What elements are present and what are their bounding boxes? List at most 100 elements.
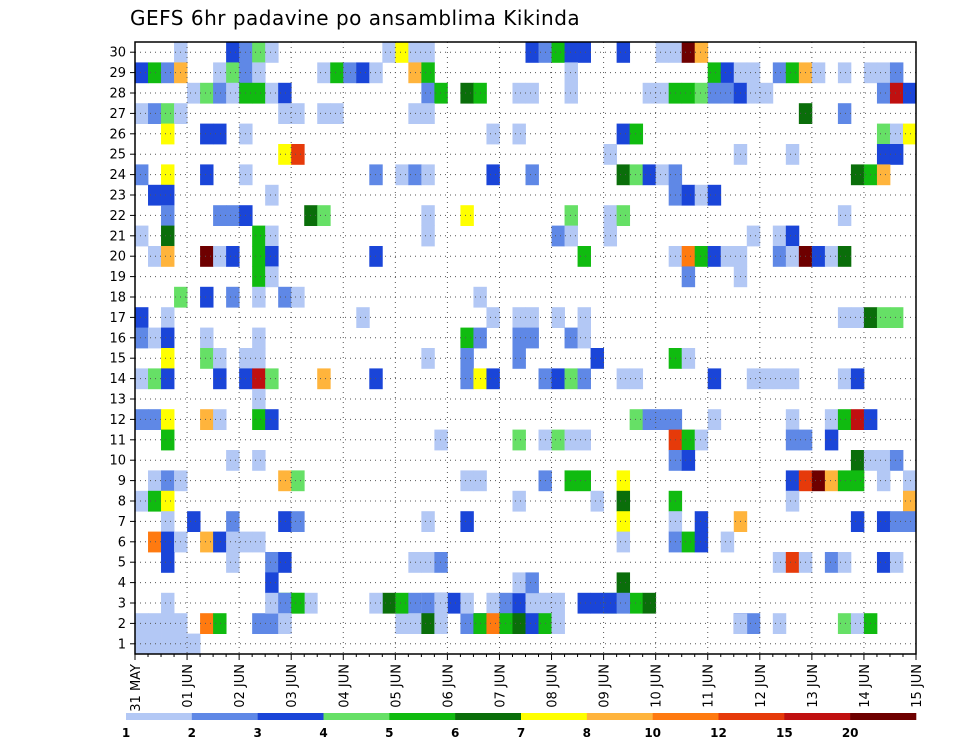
- heatmap-cell: [148, 327, 162, 349]
- y-tick-label: 1: [118, 637, 126, 652]
- heatmap-cell: [512, 490, 526, 512]
- heatmap-cell: [161, 246, 175, 267]
- colorbar-swatch: [389, 713, 456, 720]
- heatmap-cell: [707, 368, 722, 390]
- heatmap-cell: [148, 184, 162, 206]
- heatmap-cell: [421, 348, 435, 369]
- heatmap-cell: [486, 123, 500, 145]
- heatmap-cell: [356, 62, 370, 84]
- heatmap-cell: [291, 103, 305, 124]
- heatmap-cell: [278, 613, 292, 634]
- heatmap-cell: [148, 409, 162, 430]
- heatmap-cell: [265, 409, 279, 430]
- heatmap-cell: [421, 511, 435, 532]
- y-tick-label: 16: [109, 331, 126, 346]
- heatmap-cell: [525, 42, 539, 63]
- heatmap-cell: [512, 572, 526, 594]
- heatmap-cell: [486, 368, 500, 390]
- heatmap-cell: [512, 327, 526, 349]
- heatmap-cell: [265, 613, 279, 634]
- heatmap-cell: [642, 164, 657, 186]
- heatmap-cell: [785, 246, 800, 267]
- heatmap-cell: [811, 246, 826, 267]
- heatmap-cell: [226, 531, 240, 553]
- heatmap-cell: [421, 613, 435, 634]
- heatmap-cell: [135, 164, 149, 186]
- heatmap-cell: [837, 205, 852, 226]
- heatmap-cell: [629, 123, 644, 145]
- heatmap-cell: [135, 327, 149, 349]
- heatmap-cell: [681, 184, 696, 206]
- chart-title: GEFS 6hr padavine po ansamblima Kikinda: [130, 6, 581, 30]
- heatmap-cell: [694, 531, 709, 553]
- heatmap-cell: [161, 511, 175, 532]
- heatmap-cell: [837, 470, 852, 492]
- y-tick-label: 11: [109, 433, 126, 448]
- heatmap-cell: [226, 246, 240, 267]
- heatmap-cell: [291, 470, 305, 492]
- heatmap-cell: [642, 592, 657, 614]
- heatmap-cell: [616, 368, 631, 390]
- heatmap-cell: [681, 246, 696, 267]
- y-tick-label: 6: [118, 535, 126, 550]
- heatmap-cell: [161, 592, 175, 614]
- heatmap-cell: [577, 42, 591, 63]
- heatmap-cell: [902, 511, 917, 532]
- x-tick-label: 12 JUN: [754, 664, 769, 708]
- heatmap-cell: [161, 429, 175, 451]
- heatmap-cell: [369, 62, 383, 84]
- heatmap-cell: [746, 225, 761, 247]
- heatmap-cell: [850, 511, 865, 532]
- heatmap-cell: [278, 144, 292, 165]
- heatmap-cell: [421, 225, 435, 247]
- colorbar-label: 4: [319, 726, 327, 740]
- heatmap-cell: [564, 429, 578, 451]
- heatmap-cell: [460, 348, 474, 369]
- heatmap-cell: [772, 613, 787, 634]
- heatmap-cell: [226, 511, 240, 532]
- heatmap-cell: [785, 490, 800, 512]
- heatmap-cell: [421, 82, 435, 104]
- heatmap-cell: [720, 82, 735, 104]
- y-tick-label: 17: [109, 311, 126, 326]
- heatmap-cell: [512, 613, 526, 634]
- colorbar: 1 2 3 4 5 6 7 8 10 12 15 20: [122, 713, 917, 740]
- heatmap-cell: [265, 184, 279, 206]
- heatmap-cell: [148, 613, 162, 634]
- heatmap-cell: [902, 490, 917, 512]
- heatmap-cell: [187, 633, 201, 655]
- heatmap-cell: [252, 613, 266, 634]
- heatmap-cell: [200, 327, 214, 349]
- heatmap-cell: [707, 82, 722, 104]
- heatmap-cell: [265, 592, 279, 614]
- x-tick-label: 13 JUN: [806, 664, 821, 708]
- colorbar-swatch: [850, 713, 917, 720]
- heatmap-cell: [694, 42, 709, 63]
- heatmap-cell: [616, 490, 631, 512]
- heatmap-cell: [252, 368, 266, 390]
- x-tick-label: 02 JUN: [233, 664, 248, 708]
- heatmap-cell: [135, 368, 149, 390]
- heatmap-cell: [213, 409, 227, 430]
- heatmap-cell: [837, 368, 852, 390]
- heatmap-cell: [161, 307, 175, 328]
- heatmap-cell: [746, 368, 761, 390]
- heatmap-cell: [161, 348, 175, 369]
- heatmap-cell: [772, 368, 787, 390]
- heatmap-cell: [395, 42, 409, 63]
- heatmap-cell: [369, 592, 383, 614]
- heatmap-cell: [616, 42, 631, 63]
- heatmap-cell: [395, 613, 409, 634]
- heatmap-cell: [512, 123, 526, 145]
- heatmap-cell: [850, 307, 865, 328]
- heatmap-cell: [707, 246, 722, 267]
- heatmap-cell: [161, 470, 175, 492]
- heatmap-cell: [655, 42, 670, 63]
- heatmap-cell: [161, 368, 175, 390]
- heatmap-cell: [226, 286, 240, 308]
- y-tick-label: 4: [118, 576, 126, 591]
- heatmap-cell: [525, 592, 539, 614]
- heatmap-cell: [148, 368, 162, 390]
- colorbar-label: 12: [710, 726, 727, 740]
- heatmap-cell: [629, 592, 644, 614]
